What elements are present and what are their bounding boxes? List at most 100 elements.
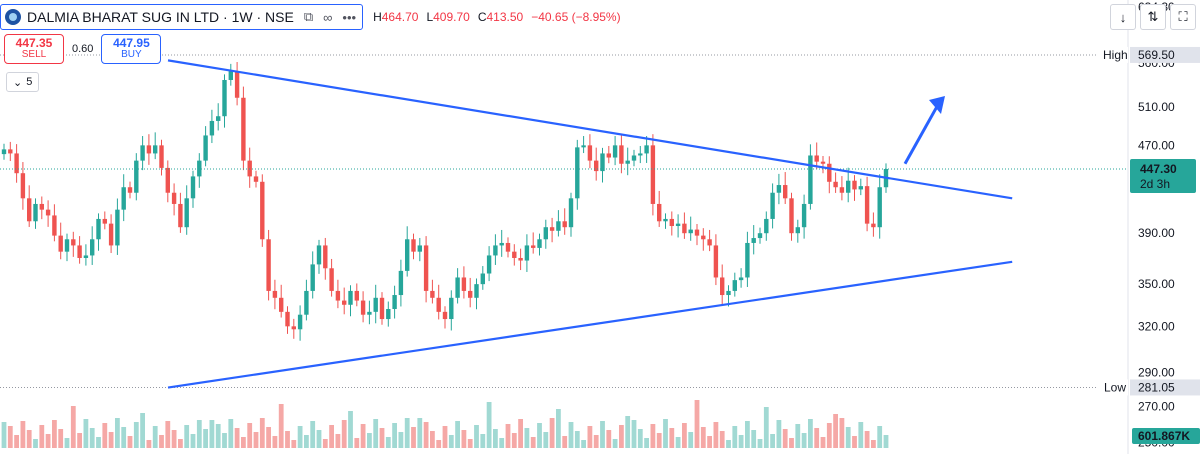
candle-body <box>1 149 7 155</box>
volume-bar <box>379 428 385 448</box>
candle-body <box>783 185 788 199</box>
fullscreen-icon[interactable]: ⛶ <box>1170 4 1196 30</box>
candle-body <box>266 239 271 291</box>
volume-bar <box>814 428 820 448</box>
candle-body <box>480 273 485 285</box>
volume-bar <box>467 439 473 448</box>
candle-body <box>833 181 838 188</box>
volume-bar <box>562 436 568 448</box>
volume-bar <box>285 431 290 448</box>
volume-bar <box>392 423 397 448</box>
candle-body <box>650 145 656 204</box>
volume-bar <box>732 426 738 448</box>
volume-bar <box>619 425 624 448</box>
candle-body <box>726 290 731 296</box>
candle-body <box>827 163 832 182</box>
low-label-bg <box>1098 379 1128 396</box>
candle-body <box>430 290 435 298</box>
candle-body <box>505 242 511 252</box>
volume-bar <box>593 435 599 448</box>
candle-body <box>228 71 233 80</box>
sell-button[interactable]: 447.35 SELL <box>4 34 64 64</box>
candle-body <box>304 290 309 315</box>
scroll-down-icon[interactable]: ↓ <box>1110 4 1136 30</box>
candle-body <box>178 203 183 228</box>
price-tick-label: 350.00 <box>1138 277 1175 291</box>
volume-bar <box>663 419 668 448</box>
volume-bar <box>694 400 700 448</box>
candle-body <box>770 192 775 219</box>
price-tick-label: 320.00 <box>1138 319 1175 333</box>
candle-body <box>197 160 202 177</box>
candle-body <box>90 239 95 256</box>
candle-body <box>272 290 278 298</box>
candle-body <box>474 284 479 298</box>
volume-bar <box>234 428 240 448</box>
symbol-title[interactable]: DALMIA BHARAT SUG IN LTD · 1W · NSE <box>27 9 294 25</box>
candle-body <box>367 311 372 315</box>
candle-body <box>8 149 13 154</box>
candle-body <box>455 277 460 298</box>
candle-body <box>39 203 44 210</box>
volume-bar <box>631 420 637 448</box>
volume-label: 601.867K <box>1138 429 1190 443</box>
candle-body <box>871 223 876 228</box>
buy-button[interactable]: 447.95 BUY <box>101 34 162 64</box>
candle-body <box>436 297 441 312</box>
legend-collapse-toggle[interactable]: ⌄ 5 <box>6 72 40 92</box>
more-icon[interactable]: ••• <box>342 9 357 25</box>
ohlc-change: −40.65 (−8.95%) <box>531 10 621 24</box>
layers-icon[interactable]: ⧉ <box>303 9 314 24</box>
link-icon[interactable]: ∞ <box>323 9 333 25</box>
buy-label: BUY <box>121 49 142 60</box>
volume-bar <box>669 428 675 448</box>
candle-body <box>291 326 296 330</box>
volume-bar <box>89 428 95 448</box>
volume-bar <box>789 438 794 448</box>
sell-price: 447.35 <box>15 36 53 50</box>
ohlc-close: C413.50 <box>477 10 524 24</box>
volume-bar <box>304 435 309 448</box>
volume-bar <box>341 420 347 448</box>
volume-bar <box>430 431 435 448</box>
breakout-arrow-shaft <box>903 102 941 165</box>
candle-body <box>518 257 523 261</box>
candle-body <box>77 245 82 258</box>
volume-bar <box>713 422 719 448</box>
candle-body <box>329 268 334 291</box>
volume-bar <box>833 414 838 448</box>
volume-bar <box>461 430 467 448</box>
candle-body <box>562 221 567 228</box>
volume-bar <box>209 420 215 448</box>
candle-body <box>146 145 152 154</box>
candle-body <box>606 153 611 158</box>
candle-body <box>846 180 851 193</box>
candle-body <box>720 277 725 296</box>
volume-bar <box>871 440 876 448</box>
volume-bar <box>26 430 32 448</box>
candle-body <box>373 297 378 312</box>
candle-body <box>619 145 624 164</box>
candle-body <box>386 309 391 320</box>
volume-bar <box>398 432 404 448</box>
candle-body <box>631 155 637 161</box>
symbol-search-button[interactable]: DALMIA BHARAT SUG IN LTD · 1W · NSE ⧉ ∞ … <box>0 4 364 30</box>
candle-body <box>96 218 101 240</box>
buy-price: 447.95 <box>113 36 150 50</box>
candle-body <box>216 116 221 121</box>
volume-bar <box>650 424 656 448</box>
volume-bar <box>133 422 139 448</box>
volume-bar <box>423 422 429 448</box>
volume-bar <box>455 421 460 448</box>
volume-bar <box>45 434 51 448</box>
volume-bar <box>322 439 328 448</box>
volume-bar <box>140 413 145 448</box>
candle-body <box>45 209 51 216</box>
candle-body <box>839 187 845 193</box>
candle-body <box>745 242 750 278</box>
candle-body <box>682 223 687 234</box>
ohlc-legend: H464.70 L409.70 C413.50 −40.65 (−8.95%) <box>373 10 621 24</box>
move-icon[interactable]: ⇅ <box>1140 4 1166 30</box>
candle-body <box>140 145 145 161</box>
